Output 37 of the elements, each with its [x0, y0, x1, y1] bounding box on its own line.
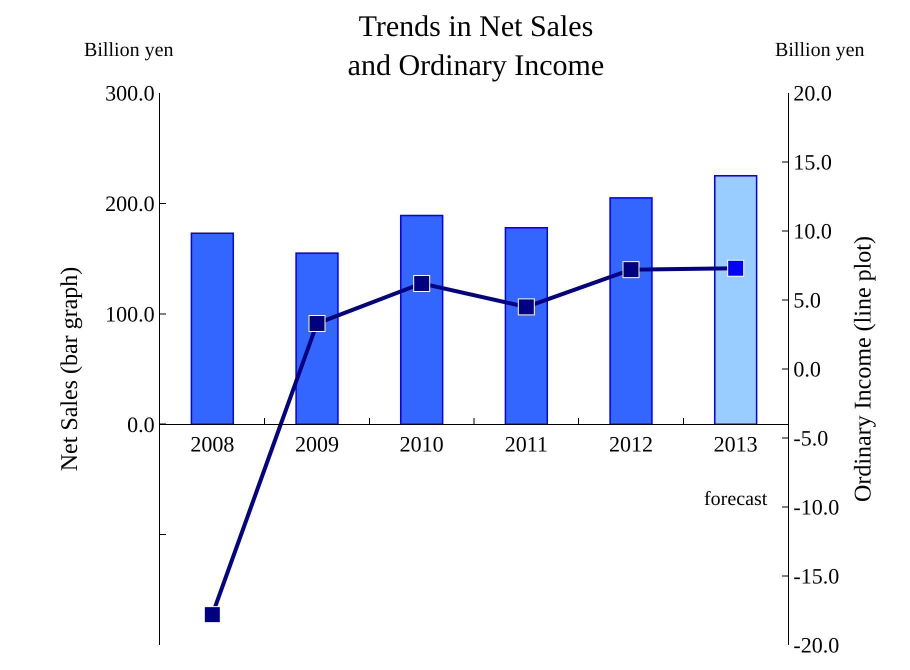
x-tick-label: 2009	[295, 432, 339, 457]
y2-tick-label: -20.0	[793, 632, 840, 658]
point	[413, 274, 430, 292]
y2-tick-label: -15.0	[793, 564, 840, 589]
bar	[504, 226, 548, 425]
y2-tick-label: 5.0	[793, 288, 821, 313]
point	[622, 261, 640, 278]
text: Billion yen	[775, 39, 864, 61]
y-tick-label: 0.0	[127, 412, 155, 437]
chart-title: Trends in Net Sales and Ordinary Income	[348, 10, 604, 82]
y2-tick-label: -10.0	[793, 494, 840, 520]
y-axis-title: Net Sales (bar graph)	[57, 266, 84, 472]
text: Billion yen	[84, 39, 174, 61]
bar	[295, 252, 339, 425]
x-tick-label: 2013	[714, 432, 758, 457]
y2-tick-label: -5.0	[793, 426, 828, 451]
bar	[609, 197, 653, 425]
y2-tick-label: 20.0	[793, 80, 832, 106]
annotation: forecast	[704, 488, 768, 510]
y-tick-label: 100.0	[105, 302, 155, 326]
bar	[190, 232, 234, 425]
point	[308, 314, 326, 332]
x-tick-label: 2010	[400, 432, 444, 457]
y2-tick-label: 15.0	[793, 150, 832, 175]
y-tick-label: 200.0	[105, 191, 155, 216]
bar	[400, 214, 444, 425]
y2-tick-label: 10.0	[793, 218, 832, 244]
point	[727, 260, 744, 277]
point	[518, 298, 535, 316]
point	[204, 606, 221, 624]
x-tick-label: 2012	[609, 432, 653, 457]
bar	[714, 175, 758, 425]
y2-axis-title: Ordinary Income (line plot)	[850, 236, 877, 502]
y2-tick-label: 0.0	[793, 356, 821, 382]
x-tick-label: 2011	[504, 432, 548, 457]
y-tick-label: 300.0	[105, 80, 155, 106]
x-tick-label: 2008	[190, 432, 234, 457]
